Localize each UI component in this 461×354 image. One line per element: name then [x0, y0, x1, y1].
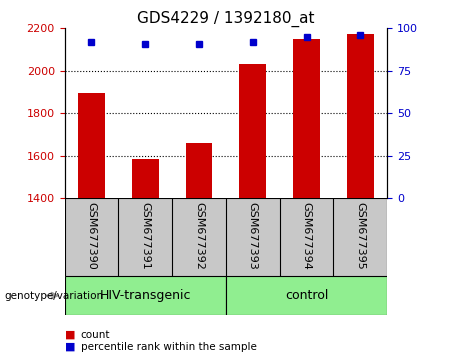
- Text: GSM677390: GSM677390: [86, 202, 96, 270]
- Bar: [347, 34, 374, 198]
- Bar: [65, 276, 226, 315]
- Text: GSM677392: GSM677392: [194, 202, 204, 270]
- Text: count: count: [81, 330, 110, 339]
- Title: GDS4229 / 1392180_at: GDS4229 / 1392180_at: [137, 11, 315, 27]
- Text: genotype/variation: genotype/variation: [5, 291, 104, 301]
- Bar: [293, 39, 320, 198]
- Text: GSM677393: GSM677393: [248, 202, 258, 270]
- Bar: [78, 93, 105, 198]
- Text: GSM677395: GSM677395: [355, 202, 366, 270]
- Text: HIV-transgenic: HIV-transgenic: [100, 289, 191, 302]
- Text: GSM677391: GSM677391: [140, 202, 150, 270]
- Bar: [239, 64, 266, 198]
- Text: control: control: [285, 289, 328, 302]
- Text: GSM677394: GSM677394: [301, 202, 312, 270]
- Bar: [185, 143, 213, 198]
- Bar: [226, 276, 387, 315]
- Text: percentile rank within the sample: percentile rank within the sample: [81, 342, 257, 352]
- Text: ■: ■: [65, 342, 75, 352]
- Text: ■: ■: [65, 330, 75, 339]
- Bar: [132, 159, 159, 198]
